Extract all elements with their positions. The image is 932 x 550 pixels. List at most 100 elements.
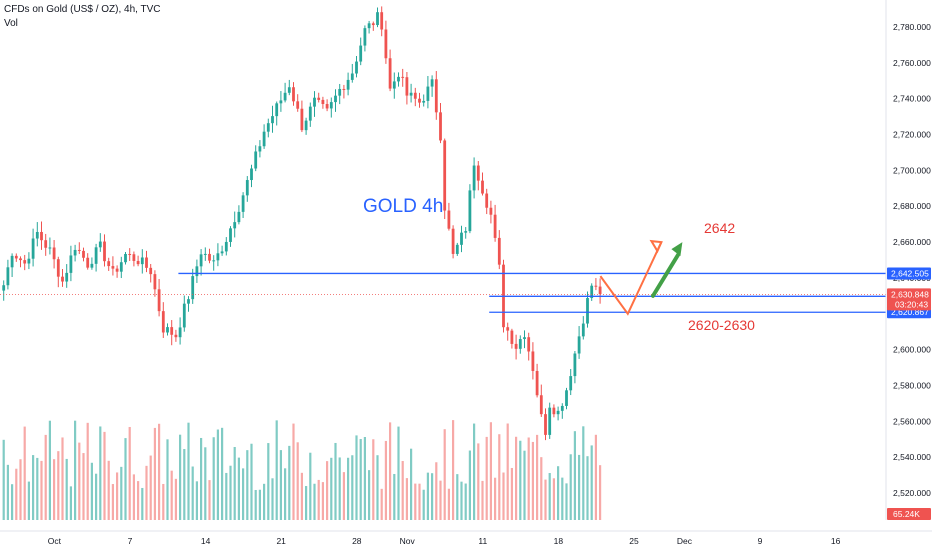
countdown-label: 03:20:43 — [895, 299, 928, 309]
candle-body — [527, 337, 531, 352]
volume-bar — [250, 443, 253, 520]
candle-body — [94, 247, 98, 264]
volume-bar — [174, 478, 177, 520]
volume-bar — [246, 450, 249, 520]
candle-body — [590, 285, 594, 299]
volume-bar — [313, 483, 316, 520]
volume-bar — [23, 426, 26, 520]
candle-body — [346, 79, 350, 90]
candle-body — [145, 257, 148, 268]
candle-body — [531, 351, 535, 371]
candle-body — [10, 255, 14, 268]
volume-bar — [116, 472, 119, 520]
candle-body — [455, 244, 459, 254]
volume-indicator-label[interactable]: Vol — [4, 18, 18, 29]
volume-bar — [95, 473, 98, 520]
volume-bar — [498, 434, 501, 520]
price-tick-label: 2,660.000 — [893, 237, 931, 247]
candle-body — [334, 95, 337, 103]
candle-body — [359, 45, 363, 62]
candle-body — [115, 268, 119, 272]
candle-body — [23, 260, 27, 264]
candle-body — [61, 276, 64, 282]
volume-bar — [6, 464, 9, 520]
price-tick-label: 2,560.000 — [893, 416, 931, 426]
candle-body — [31, 238, 35, 259]
price-tick-label: 2,740.000 — [893, 94, 931, 104]
candle-body — [6, 267, 10, 286]
candle-body — [447, 210, 451, 229]
volume-bar — [53, 459, 56, 520]
volume-bar — [582, 426, 585, 520]
candle-body — [153, 274, 157, 290]
volume-bar — [200, 437, 203, 520]
volume-bar — [158, 423, 161, 520]
annotations: GOLD 4h 2642 2620-2630 — [363, 196, 755, 333]
candle-body — [14, 255, 18, 259]
candle-body — [313, 97, 316, 107]
candle-body — [136, 260, 140, 265]
volume-bar — [57, 451, 60, 520]
candle-body — [149, 267, 153, 275]
candle-body — [468, 190, 472, 232]
candle-body — [506, 327, 510, 331]
candles — [2, 6, 602, 441]
volume-bar — [548, 473, 551, 520]
candle-body — [128, 253, 132, 255]
volume-bar — [359, 439, 362, 520]
candle-body — [233, 222, 237, 229]
time-tick-label: Oct — [48, 536, 62, 546]
volume-bar — [578, 454, 581, 520]
volume-bar — [284, 468, 287, 520]
price-tick-label: 2,580.000 — [893, 381, 931, 391]
time-tick-label: 21 — [276, 536, 286, 546]
chart-title: CFDs on Gold (US$ / OZ), 4h, TVC — [4, 4, 161, 15]
volume-bar — [36, 457, 39, 520]
volume-bar — [120, 466, 123, 520]
volume-bar — [15, 468, 18, 520]
time-tick-label: Dec — [677, 536, 693, 546]
volume-bar — [536, 434, 539, 520]
bullish-arrowhead — [671, 242, 683, 257]
volume-bar — [237, 457, 240, 520]
volume-bar — [61, 437, 64, 520]
candle-body — [237, 211, 241, 223]
volume-bar — [212, 437, 215, 520]
candle-body — [451, 228, 455, 254]
volume-bar — [69, 486, 72, 520]
candle-body — [69, 255, 73, 273]
candle-body — [98, 241, 102, 248]
price-tick-label: 2,520.000 — [893, 488, 931, 498]
candle-body — [65, 272, 69, 282]
candle-body — [132, 254, 136, 261]
volume-bar — [305, 486, 308, 520]
candle-body — [245, 180, 249, 196]
time-tick-label: 18 — [554, 536, 564, 546]
volume-bar — [523, 450, 526, 520]
candle-body — [157, 289, 161, 312]
volume-bar — [27, 481, 30, 520]
volume-bar — [393, 473, 396, 520]
candle-body — [304, 120, 308, 131]
candle-body — [187, 299, 190, 304]
price-tick-label: 2,700.000 — [893, 165, 931, 175]
candle-body — [401, 76, 405, 78]
volume-bar — [573, 431, 576, 520]
candle-body — [376, 12, 379, 26]
candle-body — [581, 323, 585, 337]
volume-bar — [418, 483, 421, 520]
candle-body — [569, 376, 573, 391]
volume-bar — [11, 484, 14, 520]
volume-bar — [90, 462, 93, 520]
candle-body — [489, 207, 493, 215]
candle-body — [250, 168, 253, 181]
volume-bar — [187, 422, 190, 520]
volume-bar — [65, 458, 68, 520]
candle-body — [535, 370, 539, 396]
target-price-label: 2642 — [704, 220, 735, 236]
volume-bar — [468, 450, 471, 520]
volume-bar — [300, 472, 303, 520]
candle-body — [510, 330, 514, 344]
current-price-label: 2,630.848 — [891, 289, 929, 299]
